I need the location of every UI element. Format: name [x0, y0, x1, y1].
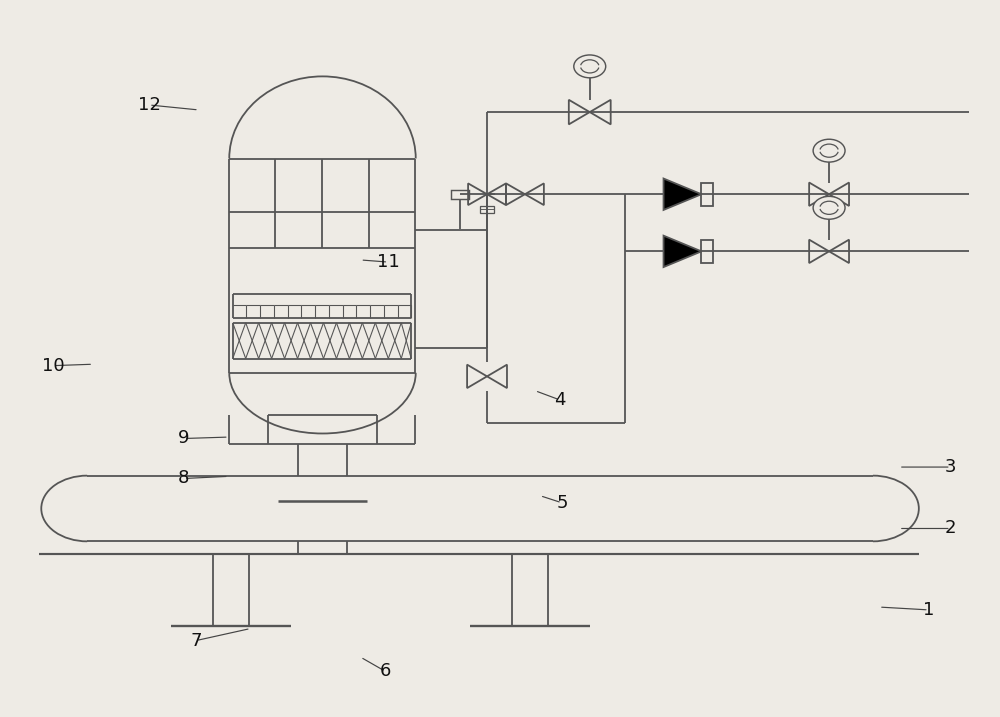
Text: 10: 10 — [42, 356, 65, 375]
Text: 11: 11 — [377, 253, 400, 271]
Circle shape — [813, 139, 845, 162]
Circle shape — [574, 55, 606, 78]
Bar — [480, 206, 494, 212]
Text: 2: 2 — [945, 520, 956, 538]
Text: 8: 8 — [178, 470, 190, 488]
Text: 3: 3 — [945, 458, 956, 476]
Text: 9: 9 — [178, 429, 190, 447]
Text: 4: 4 — [554, 391, 566, 409]
Text: 12: 12 — [138, 96, 160, 114]
Text: 1: 1 — [923, 601, 934, 619]
Polygon shape — [664, 236, 701, 267]
Text: 7: 7 — [190, 632, 202, 650]
Polygon shape — [664, 179, 701, 210]
Bar — [451, 190, 469, 199]
Text: 5: 5 — [556, 494, 568, 512]
Text: 6: 6 — [380, 663, 391, 680]
Circle shape — [813, 196, 845, 219]
